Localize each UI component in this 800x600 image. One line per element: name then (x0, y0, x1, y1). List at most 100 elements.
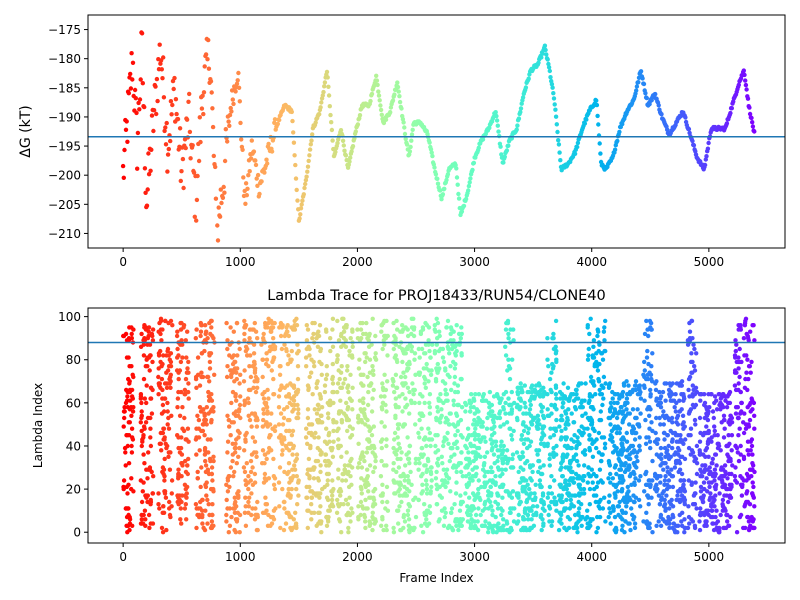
dg-point (327, 104, 332, 109)
lambda-point (552, 402, 558, 408)
dg-point (392, 92, 397, 97)
lambda-point (372, 521, 377, 526)
lambda-point (288, 495, 293, 500)
lambda-point (345, 368, 350, 373)
lambda-point (211, 458, 216, 464)
dg-point (596, 122, 601, 127)
lambda-point (341, 329, 347, 334)
lambda-point (687, 521, 692, 526)
lambda-point (417, 461, 422, 466)
lambda-point (382, 424, 387, 429)
lambda-point (528, 402, 533, 408)
lambda-point (264, 508, 269, 513)
lambda-point (746, 364, 752, 369)
lambda-point (642, 398, 647, 403)
lambda-point (357, 461, 362, 466)
lambda-point (629, 506, 634, 511)
lambda-point (177, 497, 182, 503)
lambda-point (470, 474, 475, 479)
lambda-point (607, 506, 612, 511)
lambda-point (326, 519, 331, 524)
lambda-point (271, 355, 277, 360)
lambda-point (633, 415, 638, 421)
dg-point (526, 76, 531, 81)
dg-point (612, 147, 618, 152)
dg-point (139, 31, 145, 36)
lambda-point (271, 482, 277, 487)
lambda-point (587, 448, 592, 453)
lambda-point (642, 359, 647, 365)
lambda-point (736, 355, 741, 360)
lambda-point (163, 318, 168, 324)
lambda-point (476, 478, 481, 483)
lambda-point (658, 474, 663, 479)
lambda-point (422, 502, 427, 507)
lambda-point (748, 448, 753, 453)
lambda-point (487, 389, 493, 395)
lambda-point (311, 331, 316, 337)
lambda-point (575, 530, 580, 535)
lambda-point (435, 320, 441, 326)
lambda-point (243, 523, 249, 528)
lambda-point (121, 424, 126, 429)
lambda-point (205, 437, 210, 442)
lambda-point (541, 521, 546, 526)
lambda-point (156, 374, 161, 380)
lambda-point (359, 491, 364, 496)
lambda-point (654, 396, 659, 401)
lambda-point (392, 389, 397, 395)
dg-point (329, 127, 335, 133)
dg-point (215, 238, 221, 243)
lambda-point (129, 413, 134, 418)
lambda-point (645, 493, 650, 498)
lambda-point (366, 333, 372, 339)
lambda-point (683, 437, 688, 442)
lambda-point (392, 480, 397, 485)
lambda-point (672, 405, 677, 410)
lambda-point (205, 336, 210, 341)
lambda-point (282, 342, 287, 347)
lambda-point (617, 499, 622, 505)
lambda-point (131, 489, 136, 494)
lambda-point (160, 469, 165, 475)
lambda-point (243, 323, 248, 328)
lambda-point (281, 527, 287, 533)
lambda-point (146, 325, 152, 330)
lambda-point (662, 437, 667, 442)
lambda-point (551, 433, 557, 438)
lambda-point (602, 325, 607, 330)
lambda-point (608, 433, 613, 438)
lambda-point (634, 454, 639, 459)
lambda-point (126, 433, 132, 438)
lambda-point (249, 452, 255, 457)
lambda-point (582, 452, 588, 457)
lambda-point (186, 370, 191, 375)
lambda-point (491, 530, 496, 535)
lambda-point (654, 415, 659, 421)
lambda-point (612, 407, 617, 412)
lambda-point (525, 458, 530, 464)
lambda-point (670, 484, 676, 490)
lambda-point (371, 387, 376, 393)
dg-point (235, 78, 240, 83)
lambda-point (345, 502, 351, 507)
dg-point (388, 105, 394, 110)
lambda-point (169, 478, 175, 483)
lambda-point (209, 519, 215, 524)
dg-point (433, 172, 439, 177)
lambda-point (199, 370, 204, 375)
lambda-point (165, 348, 170, 354)
lambda-point (331, 400, 336, 406)
lambda-point (262, 461, 267, 466)
lambda-point (700, 474, 705, 479)
lambda-point (346, 389, 351, 395)
lambda-point (337, 517, 342, 522)
lambda-point (551, 331, 556, 337)
lambda-point (231, 474, 236, 479)
lambda-point (308, 489, 313, 494)
lambda-point (530, 469, 535, 475)
lambda-point (384, 527, 389, 533)
lambda-point (648, 327, 654, 332)
lambda-point (623, 461, 628, 466)
lambda-point (506, 491, 512, 496)
